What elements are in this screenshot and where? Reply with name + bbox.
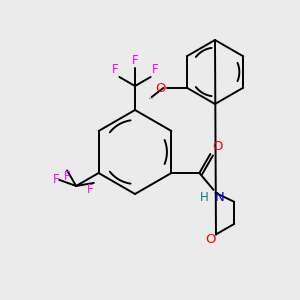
Text: F: F — [87, 183, 94, 196]
Text: F: F — [132, 54, 138, 67]
Text: H: H — [200, 191, 208, 204]
Text: N: N — [214, 191, 224, 204]
Text: F: F — [52, 173, 59, 186]
Text: O: O — [155, 82, 165, 94]
Text: F: F — [152, 63, 158, 76]
Text: methyl: methyl — [149, 98, 154, 99]
Text: F: F — [64, 170, 70, 183]
Text: O: O — [212, 140, 223, 153]
Text: O: O — [206, 233, 216, 246]
Text: F: F — [112, 63, 119, 76]
